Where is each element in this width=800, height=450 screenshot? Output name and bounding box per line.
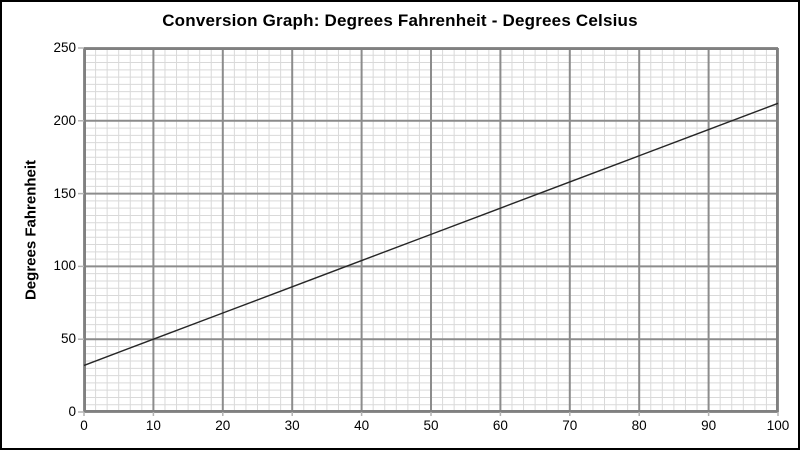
y-tick-label: 150 bbox=[53, 185, 76, 201]
x-tick-label: 60 bbox=[492, 418, 508, 433]
x-tick-label: 80 bbox=[631, 418, 647, 433]
plot-svg bbox=[78, 47, 779, 416]
x-tick-label: 70 bbox=[562, 418, 578, 433]
x-tick-label: 0 bbox=[80, 418, 88, 433]
x-tick-label: 20 bbox=[215, 418, 231, 433]
x-tick-label: 90 bbox=[701, 418, 717, 433]
x-tick-label: 40 bbox=[354, 418, 370, 433]
x-tick-label: 10 bbox=[145, 418, 161, 433]
y-tick-label: 50 bbox=[60, 331, 76, 347]
chart-title: Conversion Graph: Degrees Fahrenheit - D… bbox=[162, 11, 638, 30]
x-tick-label: 100 bbox=[766, 418, 790, 433]
y-axis-title: Degrees Fahrenheit bbox=[22, 159, 40, 301]
y-tick-label: 200 bbox=[53, 112, 76, 128]
plot-area bbox=[78, 47, 779, 416]
y-tick-label: 100 bbox=[53, 258, 76, 274]
plot-border bbox=[84, 48, 778, 412]
y-tick-label: 250 bbox=[53, 40, 76, 55]
y-tick-label: 0 bbox=[68, 404, 76, 419]
x-tick-label: 50 bbox=[423, 418, 439, 433]
fahrenheit-vs-celsius-line bbox=[83, 102, 779, 367]
x-tick-label: 30 bbox=[284, 418, 300, 433]
